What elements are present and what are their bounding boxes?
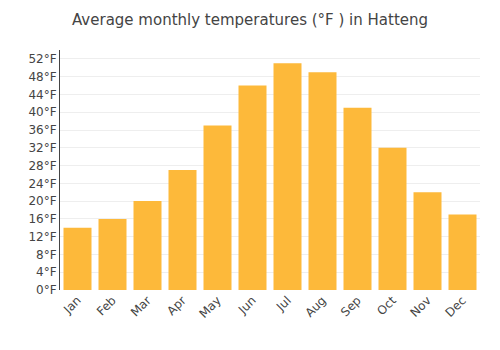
svg-text:40°F: 40°F — [28, 105, 56, 119]
svg-text:24°F: 24°F — [28, 177, 56, 191]
svg-text:Aug: Aug — [302, 293, 328, 319]
svg-text:16°F: 16°F — [28, 212, 56, 226]
svg-text:20°F: 20°F — [28, 194, 56, 208]
svg-text:Jan: Jan — [60, 293, 84, 317]
svg-text:May: May — [196, 293, 223, 320]
svg-text:32°F: 32°F — [28, 141, 56, 155]
svg-text:8°F: 8°F — [36, 248, 57, 262]
svg-text:4°F: 4°F — [36, 265, 57, 279]
svg-text:28°F: 28°F — [28, 159, 56, 173]
svg-text:0°F: 0°F — [36, 283, 57, 297]
svg-text:Oct: Oct — [374, 293, 399, 318]
svg-text:36°F: 36°F — [28, 123, 56, 137]
svg-text:Dec: Dec — [443, 293, 469, 319]
svg-text:Mar: Mar — [128, 293, 154, 319]
svg-text:Jun: Jun — [235, 293, 259, 317]
svg-text:Feb: Feb — [94, 293, 119, 318]
svg-text:Nov: Nov — [407, 293, 433, 319]
svg-text:Average monthly temperatures (: Average monthly temperatures (°F ) in Ha… — [72, 11, 428, 29]
svg-text:Jul: Jul — [273, 293, 294, 314]
svg-text:44°F: 44°F — [28, 88, 56, 102]
svg-text:Apr: Apr — [164, 293, 189, 318]
svg-text:Sep: Sep — [338, 293, 364, 319]
svg-text:12°F: 12°F — [28, 230, 56, 244]
svg-text:48°F: 48°F — [28, 70, 56, 84]
svg-text:52°F: 52°F — [28, 52, 56, 66]
